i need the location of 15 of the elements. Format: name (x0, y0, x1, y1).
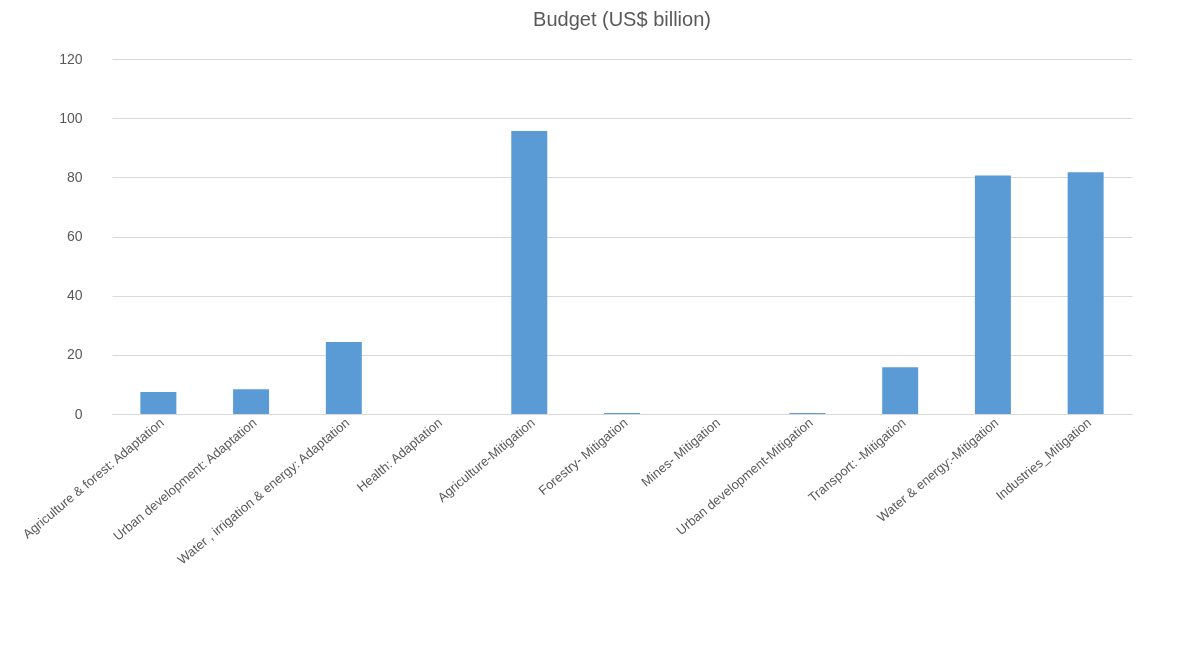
y-tick-label: 120 (59, 50, 83, 67)
bar (974, 175, 1011, 414)
bar (511, 130, 548, 414)
bar (1067, 172, 1104, 414)
bar (325, 342, 362, 414)
bar (233, 389, 270, 414)
y-tick-label: 60 (66, 228, 83, 244)
y-tick-label: 40 (66, 287, 83, 304)
bar (882, 367, 919, 414)
y-tick-label: 80 (66, 168, 83, 185)
chart-title: Budget (US$ billion) (533, 8, 711, 30)
y-tick-label: 20 (66, 346, 83, 363)
y-tick-label: 0 (74, 405, 83, 422)
bar (140, 392, 177, 414)
y-tick-label: 100 (59, 109, 83, 126)
